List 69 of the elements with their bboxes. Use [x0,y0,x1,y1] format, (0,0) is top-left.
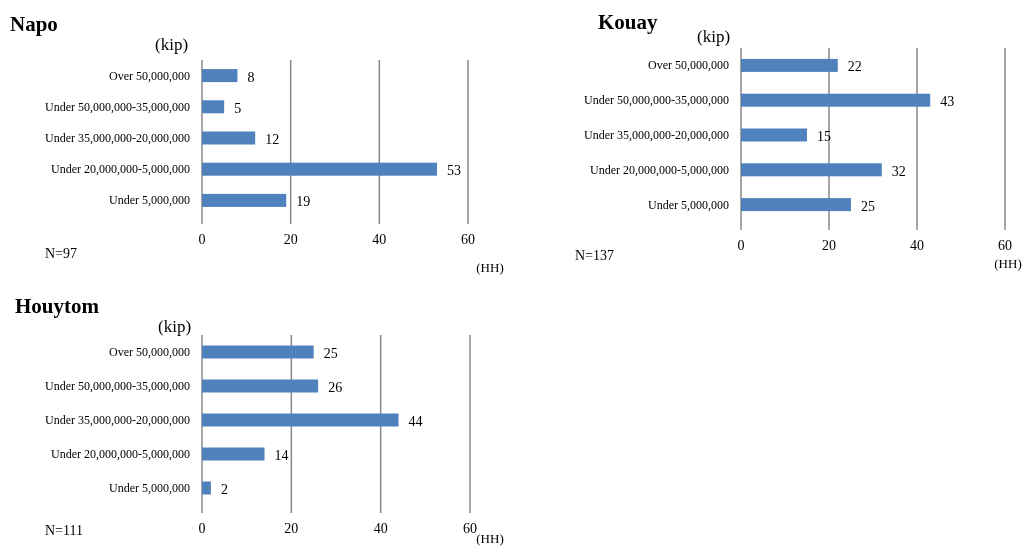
y-tick-label: Under 35,000,000-20,000,000 [45,413,190,427]
bar [202,100,225,114]
y-tick-label: Under 35,000,000-20,000,000 [584,128,729,142]
x-tick-label: 60 [461,232,475,247]
data-label: 25 [861,198,875,214]
bar [202,193,287,207]
y-tick-label: Under 50,000,000-35,000,000 [584,93,729,108]
x-tick-label: 40 [373,521,388,536]
x-tick-label: 20 [284,521,299,536]
data-label: 22 [847,59,862,75]
x-tick-label: 20 [822,238,836,253]
bar [741,58,838,72]
bar [741,128,807,142]
bar [741,163,882,177]
data-label: 15 [817,129,831,144]
chart-title: Houytom [15,294,100,318]
y-tick-label: Under 20,000,000-5,000,000 [590,162,729,177]
y-tick-label: Over 50,000,000 [109,345,190,359]
y-axis-title: (kip) [697,27,731,46]
x-tick-label: 60 [998,238,1012,253]
x-tick-label: 40 [910,238,924,253]
text: N=111 [45,523,83,538]
data-label: 32 [891,163,906,179]
bar [202,413,399,427]
y-tick-label: Under 5,000,000 [109,481,190,495]
data-label: 44 [408,414,423,429]
x-tick-label: 20 [283,232,298,247]
x-axis-title: (HH) [994,256,1022,271]
x-tick-label: 60 [463,521,477,536]
x-tick-label: 0 [198,232,206,247]
data-label: 26 [328,380,343,395]
data-label: 5 [234,100,242,116]
bar [202,131,256,145]
y-tick-label: Under 5,000,000 [109,193,190,208]
y-axis-title: (kip) [155,35,189,54]
x-axis-title: (HH) [476,531,504,546]
data-label: 12 [265,132,280,147]
x-tick-label: 0 [737,238,745,253]
bar [202,379,319,393]
text: N=97 [45,246,78,261]
data-label: 19 [296,194,311,210]
data-label: 2 [220,482,228,497]
data-label: 53 [446,163,461,179]
y-tick-label: Under 35,000,000-20,000,000 [45,131,190,145]
y-axis-title: (kip) [158,317,192,336]
y-tick-label: Over 50,000,000 [109,68,190,83]
data-label: 8 [247,69,255,85]
y-tick-label: Under 5,000,000 [648,197,729,212]
text: Napo [10,12,58,36]
x-tick-label: 0 [198,521,206,536]
bar [202,481,211,495]
y-tick-label: Over 50,000,000 [648,58,729,73]
bar [202,345,314,359]
data-label: 25 [323,346,338,361]
data-label: 43 [940,94,955,110]
x-axis-title: (HH) [476,260,504,275]
y-tick-label: Under 50,000,000-35,000,000 [45,379,190,393]
data-label: 14 [274,448,289,463]
y-tick-label: Under 50,000,000-35,000,000 [45,99,190,114]
bar [202,69,238,83]
bar [741,93,931,107]
bar [202,447,265,461]
y-tick-label: Under 20,000,000-5,000,000 [51,447,190,461]
x-tick-label: 40 [372,232,387,247]
text: N=137 [575,248,615,263]
chart-title: Kouay [598,10,659,34]
bar [741,198,851,212]
bar [202,162,437,176]
y-tick-label: Under 20,000,000-5,000,000 [51,162,190,177]
